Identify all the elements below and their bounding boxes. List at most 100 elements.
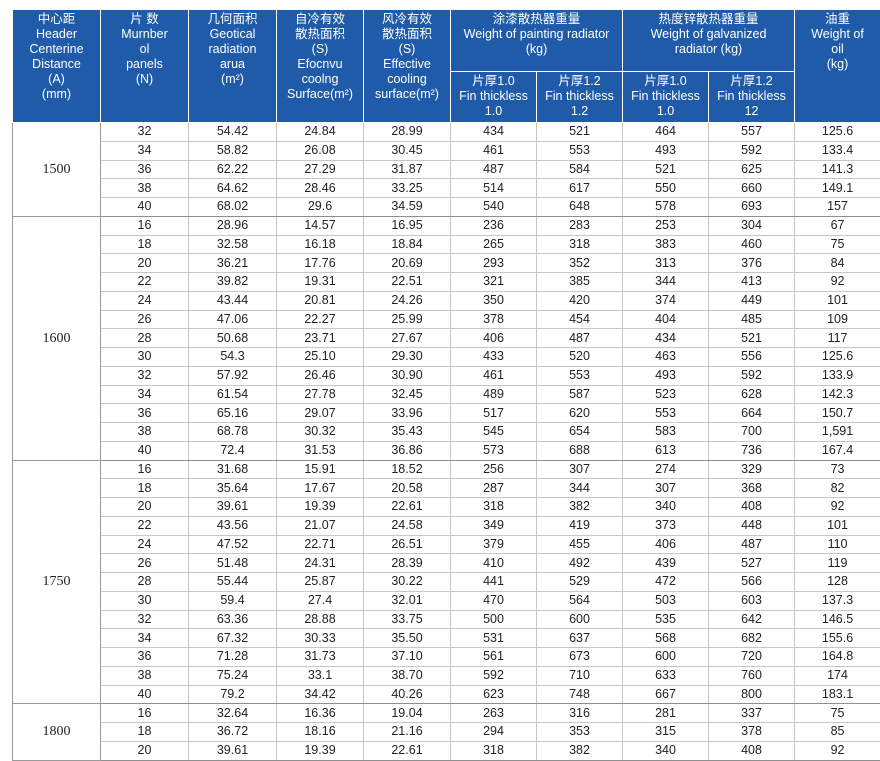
table-cell: 420 [537, 291, 623, 310]
table-cell: 22 [101, 273, 189, 292]
table-cell: 40 [101, 441, 189, 460]
table-cell: 65.16 [189, 404, 277, 423]
header-line: 中心距 [14, 12, 99, 27]
table-cell: 61.54 [189, 385, 277, 404]
table-cell: 27.4 [277, 591, 364, 610]
table-cell: 16 [101, 460, 189, 479]
table-cell: 688 [537, 441, 623, 460]
table-cell: 33.1 [277, 666, 364, 685]
table-cell: 30.22 [364, 573, 451, 592]
table-cell: 274 [623, 460, 709, 479]
table-cell: 37.10 [364, 648, 451, 667]
table-cell: 487 [451, 160, 537, 179]
table-cell: 256 [451, 460, 537, 479]
header-line: 热度锌散热器重量 [624, 12, 793, 27]
table-cell: 700 [709, 423, 795, 442]
table-cell: 30.45 [364, 141, 451, 160]
header-line: arua [190, 57, 275, 72]
table-cell: 19.39 [277, 741, 364, 760]
table-cell: 38.70 [364, 666, 451, 685]
table-cell: 489 [451, 385, 537, 404]
table-cell: 31.68 [189, 460, 277, 479]
table-cell: 68.02 [189, 198, 277, 217]
table-cell: 550 [623, 179, 709, 198]
table-cell: 59.4 [189, 591, 277, 610]
table-cell: 18.16 [277, 723, 364, 742]
table-cell: 413 [709, 273, 795, 292]
header-line: 油重 [796, 12, 879, 27]
table-cell: 352 [537, 254, 623, 273]
table-cell: 22.27 [277, 310, 364, 329]
header-line: Header [14, 27, 99, 42]
table-cell: 21.07 [277, 516, 364, 535]
table-cell: 19.31 [277, 273, 364, 292]
table-cell: 521 [623, 160, 709, 179]
header-line: 片 数 [102, 12, 187, 27]
table-cell: 27.29 [277, 160, 364, 179]
table-cell: 592 [709, 366, 795, 385]
table-cell: 31.73 [277, 648, 364, 667]
table-cell: 24.58 [364, 516, 451, 535]
table-cell: 760 [709, 666, 795, 685]
table-cell: 57.92 [189, 366, 277, 385]
table-cell: 531 [451, 629, 537, 648]
table-cell: 47.06 [189, 310, 277, 329]
table-cell: 587 [537, 385, 623, 404]
table-cell: 566 [709, 573, 795, 592]
table-cell: 157 [795, 198, 880, 217]
table-cell: 40 [101, 685, 189, 704]
table-cell: 36 [101, 404, 189, 423]
header-line: (S) [278, 42, 362, 57]
table-cell: 500 [451, 610, 537, 629]
header-line: Weight of painting radiator [452, 27, 621, 42]
table-cell: 720 [709, 648, 795, 667]
table-cell: 32 [101, 366, 189, 385]
table-cell: 557 [709, 123, 795, 142]
table-cell: 28.99 [364, 123, 451, 142]
table-cell: 573 [451, 441, 537, 460]
table-cell: 673 [537, 648, 623, 667]
table-cell: 26 [101, 554, 189, 573]
table-cell: 253 [623, 216, 709, 235]
table-cell: 337 [709, 704, 795, 723]
table-cell: 119 [795, 554, 880, 573]
table-cell: 642 [709, 610, 795, 629]
table-cell: 294 [451, 723, 537, 742]
table-cell: 167.4 [795, 441, 880, 460]
table-cell: 434 [623, 329, 709, 348]
table-cell: 29.6 [277, 198, 364, 217]
table-cell: 16.18 [277, 235, 364, 254]
table-cell: 28.88 [277, 610, 364, 629]
table-cell: 36.86 [364, 441, 451, 460]
table-cell: 33.96 [364, 404, 451, 423]
table-cell: 110 [795, 535, 880, 554]
table-cell: 433 [451, 348, 537, 367]
table-cell: 51.48 [189, 554, 277, 573]
table-cell: 24.31 [277, 554, 364, 573]
table-cell: 19.39 [277, 498, 364, 517]
header-line: (mm) [14, 87, 99, 102]
table-cell: 449 [709, 291, 795, 310]
table-cell: 304 [709, 216, 795, 235]
table-cell: 25.10 [277, 348, 364, 367]
header-line: (A) [14, 72, 99, 87]
table-cell: 485 [709, 310, 795, 329]
table-cell: 463 [623, 348, 709, 367]
table-cell: 50.68 [189, 329, 277, 348]
table-cell: 22.61 [364, 741, 451, 760]
table-cell: 340 [623, 741, 709, 760]
header-line: 1.0 [452, 104, 535, 119]
